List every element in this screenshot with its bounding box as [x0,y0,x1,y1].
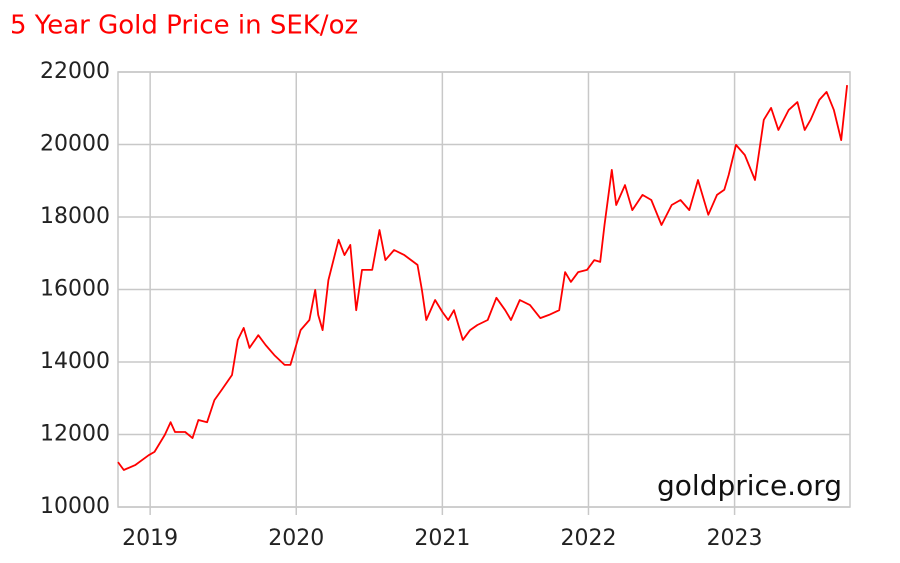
chart-title: 5 Year Gold Price in SEK/oz [10,11,358,41]
y-tick-label: 14000 [40,349,110,374]
x-tick-label: 2022 [560,526,616,551]
y-tick-label: 12000 [40,422,110,447]
x-tick-label: 2019 [122,526,178,551]
x-tick-label: 2021 [414,526,470,551]
y-tick-label: 10000 [40,494,110,519]
price-line [117,85,848,471]
watermark: goldprice.org [657,469,842,502]
y-tick-label: 18000 [40,204,110,229]
x-tick-label: 2023 [707,526,763,551]
plot-border [117,71,851,508]
y-tick-label: 16000 [40,277,110,302]
y-tick-label: 20000 [40,132,110,157]
y-tick-label: 22000 [40,59,110,84]
x-tick-label: 2020 [268,526,324,551]
